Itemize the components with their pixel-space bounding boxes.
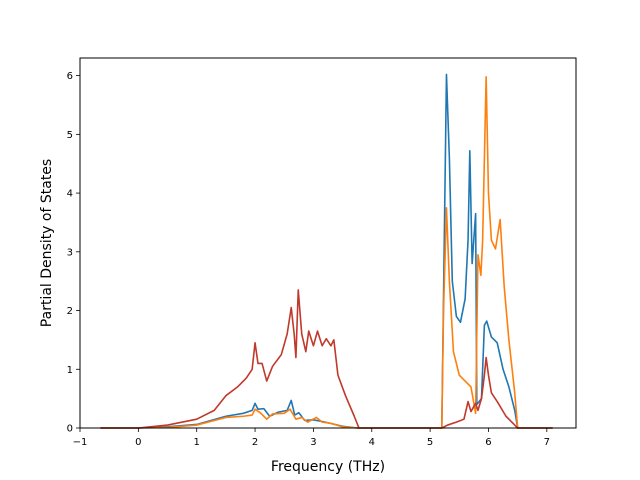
x-tick-label: 7	[544, 437, 550, 448]
y-tick-label: 3	[67, 247, 73, 258]
x-tick-label: 3	[310, 437, 316, 448]
series-line-3	[100, 289, 553, 429]
x-tick-label: 1	[194, 437, 200, 448]
x-tick-label: 0	[135, 437, 141, 448]
y-tick-label: 1	[67, 365, 73, 376]
y-tick-label: 6	[67, 71, 73, 82]
x-tick-label: 6	[485, 437, 491, 448]
x-axis-ticks: −1 0 1 2 3 4 5 6 7	[73, 428, 550, 448]
y-tick-label: 5	[67, 130, 73, 141]
x-tick-label: 4	[369, 437, 375, 448]
y-tick-label: 2	[67, 306, 73, 317]
x-tick-label: −1	[73, 437, 88, 448]
series-layer	[100, 73, 553, 429]
y-tick-label: 4	[67, 189, 73, 200]
y-axis-label: Partial Density of States	[39, 159, 55, 327]
y-tick-label: 0	[67, 424, 73, 435]
x-tick-label: 2	[252, 437, 258, 448]
x-axis-label: Frequency (THz)	[271, 459, 385, 475]
x-tick-label: 5	[427, 437, 433, 448]
y-axis-ticks: 0 1 2 3 4 5 6	[67, 71, 80, 435]
plot-frame	[79, 57, 577, 429]
